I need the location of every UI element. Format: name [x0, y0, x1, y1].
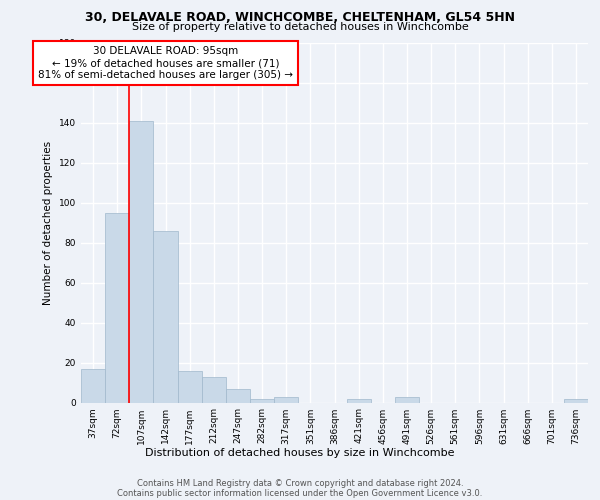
Y-axis label: Number of detached properties: Number of detached properties — [43, 140, 53, 304]
Bar — [347, 398, 371, 402]
Text: 30 DELAVALE ROAD: 95sqm
← 19% of detached houses are smaller (71)
81% of semi-de: 30 DELAVALE ROAD: 95sqm ← 19% of detache… — [38, 46, 293, 80]
Bar — [564, 398, 588, 402]
Bar — [250, 398, 274, 402]
Text: 30, DELAVALE ROAD, WINCHCOMBE, CHELTENHAM, GL54 5HN: 30, DELAVALE ROAD, WINCHCOMBE, CHELTENHA… — [85, 11, 515, 24]
Bar — [178, 370, 202, 402]
Bar — [105, 212, 129, 402]
Bar — [274, 396, 298, 402]
Text: Contains public sector information licensed under the Open Government Licence v3: Contains public sector information licen… — [118, 489, 482, 498]
Text: Contains HM Land Registry data © Crown copyright and database right 2024.: Contains HM Land Registry data © Crown c… — [137, 479, 463, 488]
Bar — [154, 230, 178, 402]
Bar — [129, 120, 154, 402]
Text: Size of property relative to detached houses in Winchcombe: Size of property relative to detached ho… — [131, 22, 469, 32]
Bar — [81, 368, 105, 402]
Text: Distribution of detached houses by size in Winchcombe: Distribution of detached houses by size … — [145, 448, 455, 458]
Bar — [226, 388, 250, 402]
Bar — [395, 396, 419, 402]
Bar — [202, 376, 226, 402]
